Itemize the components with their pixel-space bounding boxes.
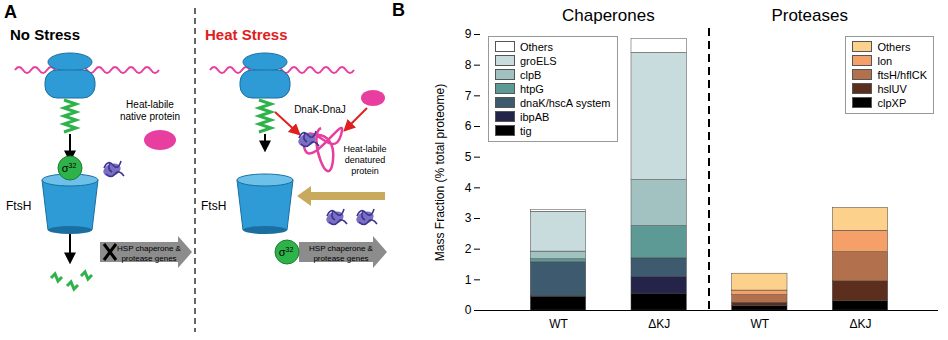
- svg-text:Heat-labile: Heat-labile: [126, 99, 174, 110]
- html-text:lon: lon: [877, 55, 893, 67]
- html-text:Chaperones: Chaperones: [562, 6, 655, 25]
- svg-text:HSP chaperone &: HSP chaperone &: [117, 244, 182, 253]
- svg-text:6: 6: [465, 119, 472, 133]
- svg-text:0: 0: [465, 303, 472, 317]
- svg-text:Heat Stress: Heat Stress: [205, 26, 288, 43]
- svg-text:FtsH: FtsH: [201, 199, 226, 213]
- svg-text:FtsH: FtsH: [6, 199, 31, 213]
- html-text:groELS: groELS: [520, 55, 557, 67]
- svg-text:Mass Fraction (% total proteom: Mass Fraction (% total proteome): [433, 84, 447, 261]
- svg-text:3: 3: [465, 211, 472, 225]
- html-text:tig: tig: [520, 125, 532, 137]
- svg-text:DnaK-DnaJ: DnaK-DnaJ: [294, 104, 346, 115]
- svg-text:HSP chaperone &: HSP chaperone &: [309, 244, 374, 253]
- html-text:B: B: [392, 0, 405, 20]
- svg-text:σ32: σ32: [279, 246, 294, 258]
- html-text:htpG: htpG: [520, 83, 544, 95]
- html-text:hslUV: hslUV: [877, 83, 907, 95]
- svg-text:WT: WT: [751, 317, 770, 331]
- html-text:ftsH/hflCK: ftsH/hflCK: [877, 69, 927, 81]
- svg-text:ΔKJ: ΔKJ: [648, 317, 670, 331]
- svg-text:protein: protein: [351, 166, 379, 176]
- svg-text:1: 1: [465, 273, 472, 287]
- svg-text:protease genes: protease genes: [313, 254, 368, 263]
- svg-text:native protein: native protein: [120, 111, 180, 122]
- html-text:Others: Others: [520, 41, 553, 53]
- svg-text:ΔKJ: ΔKJ: [849, 317, 871, 331]
- svg-text:5: 5: [465, 150, 472, 164]
- svg-text:9: 9: [465, 27, 472, 41]
- svg-text:8: 8: [465, 58, 472, 72]
- html-text:clpB: clpB: [520, 69, 542, 81]
- html-text:Proteases: Proteases: [771, 6, 848, 25]
- html-text:clpXP: clpXP: [877, 97, 907, 109]
- svg-text:A: A: [4, 2, 17, 22]
- svg-text:Heat-labile: Heat-labile: [343, 144, 386, 154]
- html-text:dnaK/hscA system: dnaK/hscA system: [520, 97, 611, 109]
- svg-text:protease genes: protease genes: [121, 254, 176, 263]
- html-text:Others: Others: [877, 41, 911, 53]
- svg-text:denatured: denatured: [345, 155, 386, 165]
- svg-text:No Stress: No Stress: [10, 26, 80, 43]
- svg-text:2: 2: [465, 242, 472, 256]
- html-text:ibpAB: ibpAB: [520, 111, 550, 123]
- svg-text:σ32: σ32: [62, 162, 77, 174]
- svg-text:4: 4: [465, 181, 472, 195]
- svg-text:7: 7: [465, 89, 472, 103]
- svg-text:WT: WT: [549, 317, 568, 331]
